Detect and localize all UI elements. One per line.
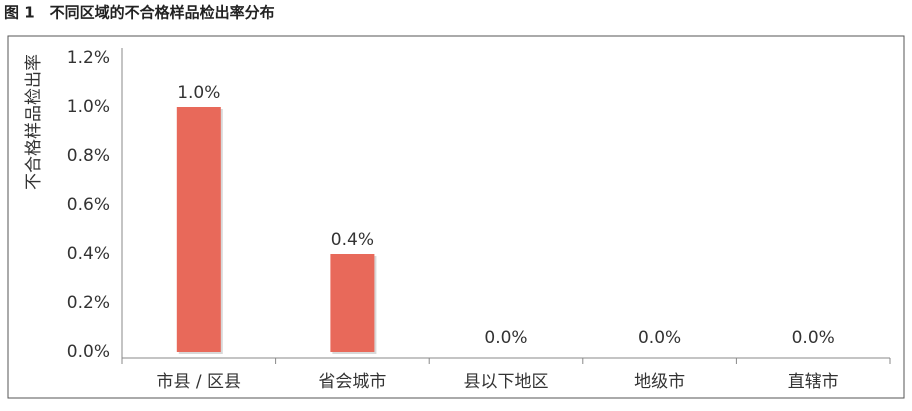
x-tick-label: 省会城市 xyxy=(318,372,386,392)
x-tick-label: 地级市 xyxy=(634,372,685,392)
x-tick-label: 直辖市 xyxy=(788,372,839,392)
y-tick-label: 0.4% xyxy=(67,244,110,264)
y-tick-label: 0.8% xyxy=(67,146,110,166)
x-tick-label: 县以下地区 xyxy=(464,372,549,392)
value-label: 0.0% xyxy=(638,328,681,348)
value-label: 0.4% xyxy=(331,230,374,250)
y-tick-label: 0.6% xyxy=(67,195,110,215)
y-tick-label: 1.0% xyxy=(67,97,110,117)
value-label: 1.0% xyxy=(177,83,220,103)
bar xyxy=(330,254,375,352)
y-tick-label: 0.0% xyxy=(67,342,110,362)
y-tick-label: 1.2% xyxy=(67,48,110,68)
bar xyxy=(176,107,221,352)
value-label: 0.0% xyxy=(484,328,527,348)
y-tick-label: 0.2% xyxy=(67,293,110,313)
y-axis-label: 不合格样品检出率 xyxy=(24,54,44,190)
x-tick-label: 市县 / 区县 xyxy=(157,372,242,392)
chart-title: 图 1 不同区域的不合格样品检出率分布 xyxy=(4,4,275,22)
frame xyxy=(7,35,905,399)
value-label: 0.0% xyxy=(792,328,835,348)
